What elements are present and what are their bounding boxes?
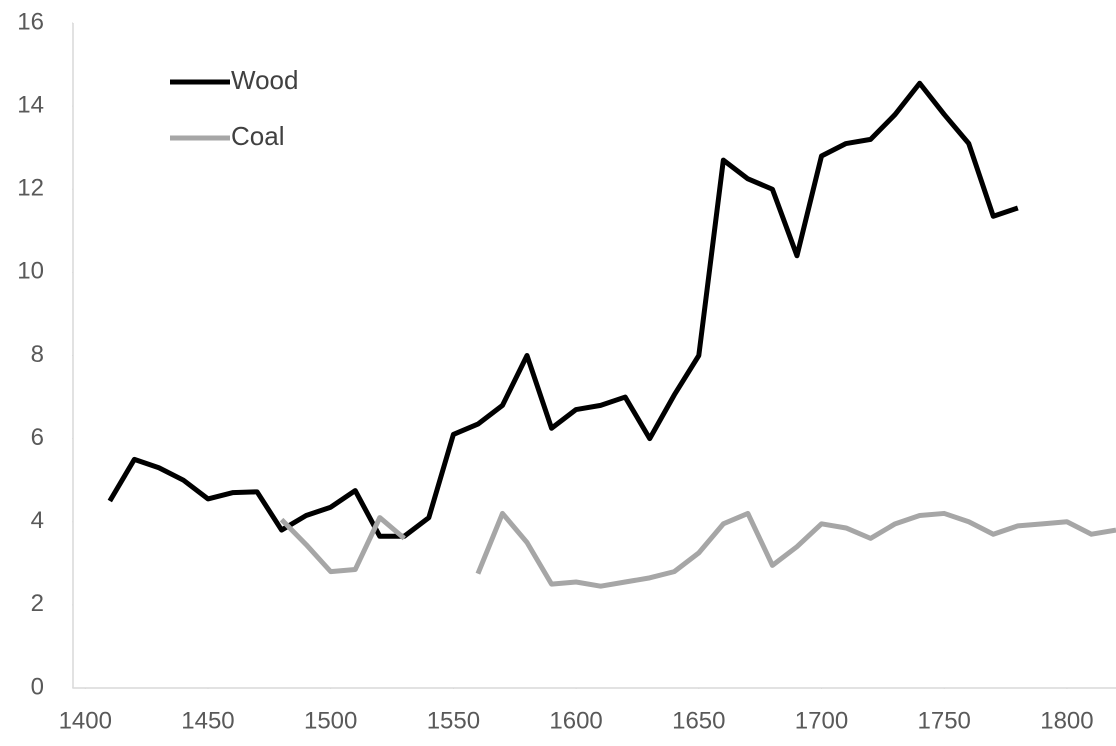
x-tick-label: 1550	[427, 707, 480, 734]
line-series	[107, 80, 1019, 539]
x-tick-label: 1650	[672, 707, 725, 734]
y-tick-label: 6	[31, 424, 44, 451]
y-tick-label: 8	[31, 341, 44, 368]
y-tick-label: 4	[31, 507, 44, 534]
y-tick-label: 2	[31, 590, 44, 617]
y-tick-label: 12	[17, 175, 44, 202]
y-tick-label: 0	[31, 673, 44, 700]
x-tick-label: 1800	[1040, 707, 1093, 734]
legend-label: Coal	[231, 121, 284, 151]
y-tick-label: 16	[17, 8, 44, 35]
x-tick-label: 1450	[181, 707, 234, 734]
y-tick-label: 10	[17, 258, 44, 285]
x-tick-label: 1400	[59, 707, 112, 734]
legend-label: Wood	[231, 65, 298, 95]
line-series	[279, 510, 1116, 589]
x-tick-label: 1500	[304, 707, 357, 734]
x-tick-label: 1700	[795, 707, 848, 734]
y-tick-label: 14	[17, 91, 44, 118]
x-tick-label: 1750	[918, 707, 971, 734]
x-tick-label: 1600	[549, 707, 602, 734]
